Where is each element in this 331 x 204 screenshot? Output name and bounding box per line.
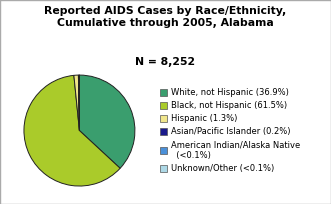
Wedge shape [24,75,120,186]
Text: Reported AIDS Cases by Race/Ethnicity,
Cumulative through 2005, Alabama: Reported AIDS Cases by Race/Ethnicity, C… [44,6,287,28]
Wedge shape [78,75,79,131]
Text: N = 8,252: N = 8,252 [135,57,196,67]
Legend: White, not Hispanic (36.9%), Black, not Hispanic (61.5%), Hispanic (1.3%), Asian: White, not Hispanic (36.9%), Black, not … [160,88,300,173]
Wedge shape [74,75,79,131]
Wedge shape [79,75,135,168]
